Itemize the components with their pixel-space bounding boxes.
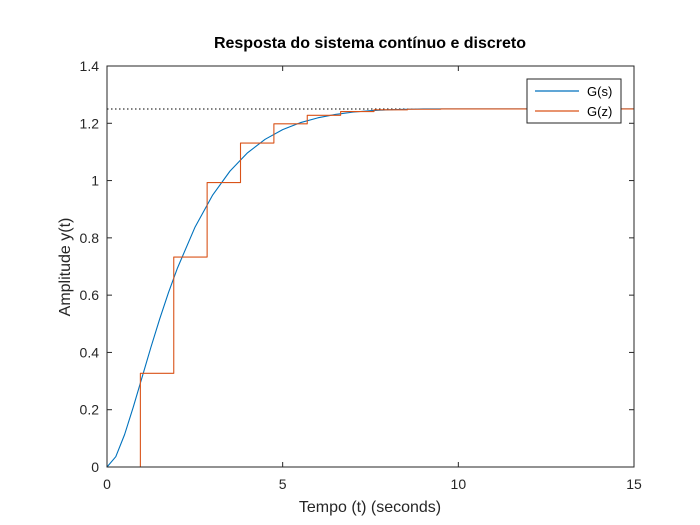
y-tick-label: 0.2: [80, 402, 100, 418]
x-tick-label: 0: [103, 476, 111, 492]
axes-box: [106, 65, 635, 468]
y-tick-label: 1.2: [80, 115, 100, 131]
x-tick-label: 15: [626, 476, 642, 492]
y-tick-label: 0.8: [80, 230, 100, 246]
x-axis-label: Tempo (t) (seconds): [299, 499, 441, 516]
y-tick-label: 0.6: [80, 287, 100, 303]
x-tick-label: 10: [451, 476, 467, 492]
legend: G(s) G(z): [526, 78, 622, 124]
plot-area: [107, 66, 634, 467]
chart-title: Resposta do sistema contínuo e discreto: [214, 35, 526, 52]
y-tick-label: 1.4: [80, 58, 100, 74]
series-line-2: [107, 108, 634, 468]
y-axis-label: Amplitude y(t): [57, 218, 74, 317]
y-tick-label: 1: [91, 173, 99, 189]
legend-box: [526, 78, 622, 124]
legend-entry-1: G(s): [587, 84, 612, 99]
x-tick-label: 5: [279, 476, 287, 492]
legend-entry-2: G(z): [587, 104, 612, 119]
y-tick-label: 0.4: [80, 344, 100, 360]
y-tick-label: 0: [91, 459, 99, 475]
